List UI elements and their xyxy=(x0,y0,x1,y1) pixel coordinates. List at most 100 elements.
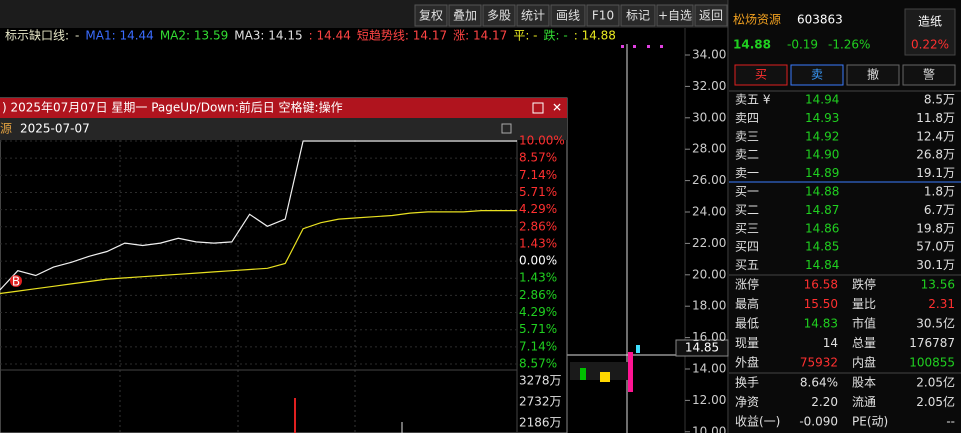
stat-value: 16.58 xyxy=(804,278,838,292)
stat-label: 换手 xyxy=(735,376,759,390)
stat-label: 最低 xyxy=(735,317,759,331)
maximize[interactable] xyxy=(532,102,544,114)
toolbar-label[interactable]: 统计 xyxy=(521,9,545,23)
toolbar-button[interactable] xyxy=(550,4,586,27)
toolbar-button[interactable] xyxy=(694,4,728,27)
stat-label: 净资 xyxy=(735,395,759,409)
pct-tick-label: 5.71% xyxy=(519,322,557,336)
trade-button[interactable] xyxy=(846,64,900,86)
stat-label: 流通 xyxy=(852,395,876,409)
pct-tick-label: 1.43% xyxy=(519,236,557,250)
sector-box[interactable] xyxy=(904,8,956,56)
trade-button[interactable] xyxy=(902,64,956,86)
price-axis-label: 30.00 xyxy=(692,110,726,124)
book-price: 14.86 xyxy=(805,221,839,235)
book-price: 14.84 xyxy=(805,258,839,272)
book-price: 14.87 xyxy=(805,203,839,217)
trade-button-label[interactable]: 买 xyxy=(755,68,767,82)
popup: ) 2025年07月07日 星期一 PageUp/Down:前后日 空格键:操作… xyxy=(0,97,568,433)
sector-name[interactable]: 造纸 xyxy=(918,15,942,29)
book-price: 14.93 xyxy=(805,111,839,125)
indicator-text: 跌: - xyxy=(544,28,568,43)
book-volume: 11.8万 xyxy=(916,111,955,125)
popup-date: 2025-07-07 xyxy=(20,122,90,136)
toolbar-label[interactable]: +自选 xyxy=(658,9,692,23)
stat-value: 2.05亿 xyxy=(916,375,955,390)
name-fragment: 源 xyxy=(0,122,12,136)
toolbar-label[interactable]: 复权 xyxy=(419,9,443,23)
trade-button[interactable] xyxy=(734,64,788,86)
book-volume: 30.1万 xyxy=(916,258,955,272)
book-label: 卖一 xyxy=(735,166,759,180)
toolbar-button[interactable] xyxy=(656,4,694,27)
book-price: 14.89 xyxy=(805,166,839,180)
book-volume: 6.7万 xyxy=(924,203,955,217)
trade-button-label[interactable]: 卖 xyxy=(811,68,823,82)
toolbar-label[interactable]: 标记 xyxy=(626,9,650,23)
candles xyxy=(570,345,640,392)
change: -0.19 xyxy=(787,38,818,52)
average-line xyxy=(0,210,517,295)
pct-tick-label: 2.86% xyxy=(519,288,557,302)
indicator-text: - xyxy=(75,29,79,43)
toolbar-button[interactable] xyxy=(586,4,620,27)
stat-value: 100855 xyxy=(909,356,955,370)
toolbar-label[interactable]: 多股 xyxy=(487,9,511,23)
cursor-box xyxy=(675,339,729,357)
stat-value: 13.56 xyxy=(921,278,955,292)
book-price: 14.85 xyxy=(805,240,839,254)
price-axis-label: 22.00 xyxy=(692,236,726,250)
price-line xyxy=(0,140,517,291)
stock-code: 603863 xyxy=(797,13,843,27)
book-label: 卖四 xyxy=(735,111,759,125)
trade-button-label[interactable]: 撤 xyxy=(867,67,879,82)
stat-label: 量比 xyxy=(852,297,876,311)
stat-label: PE(动) xyxy=(852,415,888,429)
pct-tick-label: 7.14% xyxy=(519,339,557,353)
trade-button[interactable] xyxy=(790,64,844,86)
close[interactable]: ✕ xyxy=(552,101,562,115)
pct-tick-label: 8.57% xyxy=(519,151,557,165)
stat-value: 2.20 xyxy=(811,395,838,409)
stat-value: 176787 xyxy=(909,336,955,350)
cursor-price: 14.85 xyxy=(685,341,719,355)
pct-tick-label: 10.00% xyxy=(519,134,565,148)
indicator-text: : 14.88 xyxy=(574,29,616,43)
toolbar-button[interactable] xyxy=(448,4,482,27)
icon[interactable] xyxy=(501,123,512,134)
indicator-text: MA1: 14.44 xyxy=(85,29,153,43)
pct-tick-label: 8.57% xyxy=(519,357,557,371)
pct-tick-label: 5.71% xyxy=(519,185,557,199)
book-label: 卖三 xyxy=(735,129,759,143)
stat-value: -- xyxy=(946,415,955,429)
stat-label: 最高 xyxy=(735,296,759,311)
toolbar-label[interactable]: 返回 xyxy=(699,9,723,23)
toolbar-label[interactable]: F10 xyxy=(592,9,614,23)
toolbar-label[interactable]: 画线 xyxy=(556,9,580,23)
volume-tick-label: 2186万 xyxy=(519,416,562,430)
toolbar-button[interactable] xyxy=(482,4,516,27)
indicator-text: : 14.44 xyxy=(309,29,351,43)
stat-value: 14.83 xyxy=(804,317,838,331)
stat-label: 收益(一) xyxy=(735,415,780,429)
change-pct: -1.26% xyxy=(828,38,870,52)
pct-tick-label: 4.29% xyxy=(519,305,557,319)
book-label: 买五 xyxy=(735,258,759,272)
stat-label: 总量 xyxy=(852,336,876,350)
indicator-text: MA3: 14.15 xyxy=(234,29,302,43)
toolbar-label[interactable]: 叠加 xyxy=(453,9,477,23)
trade-button-label[interactable]: 警 xyxy=(923,67,935,82)
toolbar-button[interactable] xyxy=(414,4,448,27)
price-axis-label: 26.00 xyxy=(692,173,726,187)
book-label: 买一 xyxy=(735,185,759,199)
stat-value: 2.31 xyxy=(928,297,955,311)
indicator-text: 平: - xyxy=(513,29,537,43)
toolbar-button[interactable] xyxy=(620,4,656,27)
stat-label: 跌停 xyxy=(852,277,876,292)
book-volume: 19.8万 xyxy=(916,221,955,235)
price-axis-label: 12.00 xyxy=(692,393,726,407)
toolbar-button[interactable] xyxy=(516,4,550,27)
price-axis-label: 14.00 xyxy=(692,362,726,376)
book-price: 14.90 xyxy=(805,148,839,162)
